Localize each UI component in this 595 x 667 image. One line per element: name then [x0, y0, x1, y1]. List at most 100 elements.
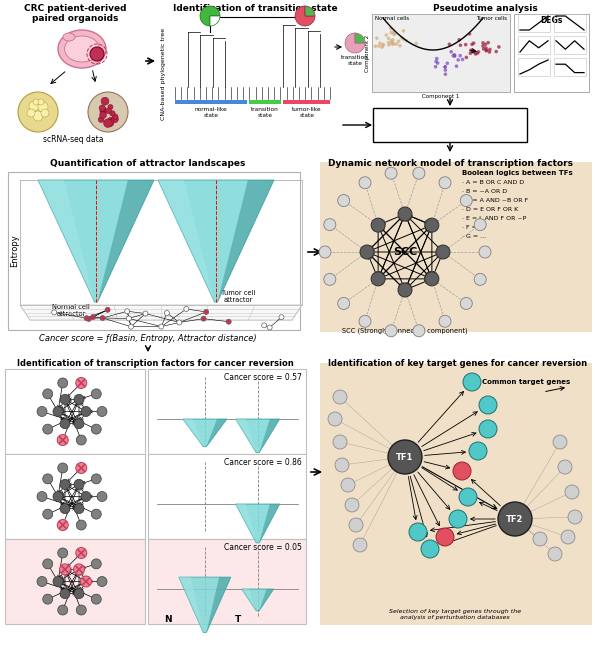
- Text: Normal cell
attractor: Normal cell attractor: [52, 304, 90, 317]
- Circle shape: [74, 564, 84, 575]
- Wedge shape: [295, 6, 315, 26]
- Circle shape: [353, 538, 367, 552]
- Wedge shape: [210, 16, 220, 26]
- Circle shape: [477, 50, 480, 54]
- Circle shape: [29, 101, 39, 111]
- Circle shape: [91, 474, 101, 484]
- Circle shape: [99, 112, 107, 119]
- Circle shape: [548, 547, 562, 561]
- Circle shape: [91, 594, 101, 604]
- Circle shape: [374, 45, 377, 48]
- Circle shape: [338, 297, 350, 309]
- Circle shape: [443, 65, 447, 69]
- Text: · C = A AND ~B OR F: · C = A AND ~B OR F: [462, 198, 528, 203]
- Text: Identification of transition state: Identification of transition state: [173, 4, 337, 13]
- Circle shape: [129, 324, 133, 329]
- Circle shape: [392, 31, 395, 34]
- Circle shape: [415, 42, 418, 45]
- Circle shape: [324, 273, 336, 285]
- Text: normal-like
state: normal-like state: [195, 107, 227, 118]
- Circle shape: [435, 57, 439, 61]
- Circle shape: [398, 44, 402, 47]
- Circle shape: [76, 435, 86, 445]
- Wedge shape: [355, 33, 365, 43]
- Circle shape: [371, 272, 385, 286]
- Circle shape: [447, 43, 451, 46]
- Circle shape: [443, 68, 447, 72]
- Circle shape: [474, 273, 486, 285]
- Text: scRNA-seq data: scRNA-seq data: [43, 135, 104, 144]
- Text: Cancer score = 0.86: Cancer score = 0.86: [224, 458, 302, 467]
- Text: Cancer score = ƒ(Basin, Entropy, Attractor distance): Cancer score = ƒ(Basin, Entropy, Attract…: [39, 334, 257, 343]
- Text: · B = ~A OR D: · B = ~A OR D: [462, 189, 507, 194]
- Circle shape: [319, 246, 331, 258]
- Text: Cancer score = 0.57: Cancer score = 0.57: [224, 373, 302, 382]
- Text: · A = B OR C AND D: · A = B OR C AND D: [462, 180, 524, 185]
- Circle shape: [43, 389, 53, 399]
- Circle shape: [385, 167, 397, 179]
- Circle shape: [444, 73, 447, 76]
- Circle shape: [449, 50, 453, 53]
- Circle shape: [90, 47, 104, 61]
- Circle shape: [76, 463, 86, 473]
- Circle shape: [97, 492, 107, 502]
- Circle shape: [461, 195, 472, 207]
- Circle shape: [474, 52, 477, 56]
- Circle shape: [101, 97, 109, 105]
- Circle shape: [461, 297, 472, 309]
- Circle shape: [341, 478, 355, 492]
- Circle shape: [91, 389, 101, 399]
- Circle shape: [384, 33, 388, 37]
- Circle shape: [488, 47, 491, 51]
- Circle shape: [553, 435, 567, 449]
- FancyBboxPatch shape: [148, 454, 306, 539]
- Circle shape: [108, 117, 113, 123]
- Circle shape: [43, 509, 53, 519]
- Circle shape: [107, 119, 114, 127]
- Circle shape: [81, 576, 91, 586]
- Text: T: T: [235, 615, 241, 624]
- Circle shape: [359, 315, 371, 327]
- Circle shape: [38, 102, 48, 112]
- FancyBboxPatch shape: [5, 369, 145, 454]
- Text: CNA-based phylogenetic tree: CNA-based phylogenetic tree: [161, 28, 165, 120]
- Circle shape: [76, 378, 86, 388]
- Circle shape: [479, 246, 491, 258]
- Polygon shape: [179, 577, 203, 632]
- Circle shape: [381, 44, 385, 47]
- Text: Cancer score = 0.05: Cancer score = 0.05: [224, 543, 302, 552]
- FancyBboxPatch shape: [514, 14, 589, 92]
- Bar: [518, 58, 550, 76]
- Circle shape: [91, 559, 101, 569]
- Circle shape: [402, 37, 405, 41]
- Circle shape: [398, 283, 412, 297]
- Circle shape: [392, 32, 396, 36]
- Circle shape: [58, 378, 68, 388]
- Circle shape: [74, 419, 84, 429]
- Wedge shape: [200, 6, 220, 26]
- Circle shape: [328, 412, 342, 426]
- Circle shape: [60, 504, 70, 514]
- Circle shape: [425, 218, 439, 232]
- Circle shape: [498, 502, 532, 536]
- Circle shape: [60, 419, 70, 429]
- Circle shape: [37, 576, 47, 586]
- Circle shape: [267, 325, 272, 330]
- FancyBboxPatch shape: [5, 539, 145, 624]
- Circle shape: [338, 195, 350, 207]
- Text: · G = ...: · G = ...: [462, 234, 486, 239]
- Circle shape: [484, 49, 488, 53]
- Circle shape: [558, 460, 572, 474]
- Circle shape: [387, 41, 390, 45]
- Circle shape: [565, 485, 579, 499]
- Circle shape: [400, 36, 404, 39]
- Circle shape: [436, 528, 454, 546]
- Circle shape: [74, 504, 84, 514]
- Text: Selection of key target genes through the
analysis of perturbation databases: Selection of key target genes through th…: [389, 609, 521, 620]
- Circle shape: [413, 325, 425, 337]
- Text: Normal cells: Normal cells: [375, 16, 409, 21]
- Circle shape: [468, 32, 471, 35]
- Text: Pseudotime analysis: Pseudotime analysis: [433, 4, 537, 13]
- Circle shape: [184, 307, 189, 311]
- Text: Identification of key target genes for cancer reversion: Identification of key target genes for c…: [328, 359, 588, 368]
